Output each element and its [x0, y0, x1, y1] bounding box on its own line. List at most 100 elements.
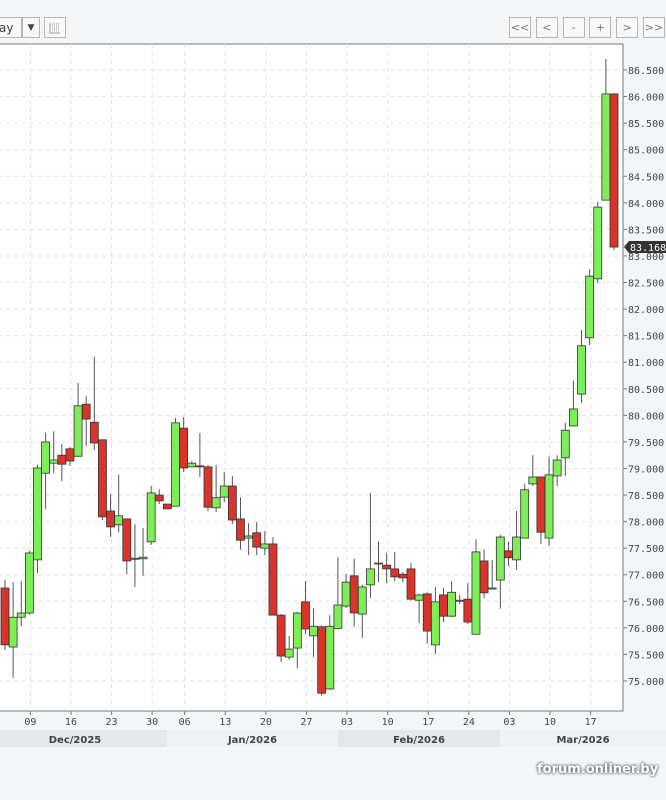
candle	[146, 486, 156, 545]
candle-body	[528, 476, 538, 485]
candle-body	[585, 275, 595, 339]
candle-body	[544, 474, 554, 539]
candle	[577, 329, 586, 404]
candle-body	[569, 408, 578, 427]
candle-body	[122, 518, 132, 562]
candle	[8, 582, 18, 678]
candle-body	[552, 459, 562, 477]
last-price-label: 83.168	[630, 243, 666, 254]
candle	[284, 635, 294, 660]
candle-body	[301, 601, 310, 630]
candle	[544, 456, 554, 547]
candle	[154, 489, 164, 505]
candle-body	[171, 422, 180, 507]
y-tick-label: 86.000	[628, 93, 664, 104]
y-tick-label: 83.000	[628, 252, 664, 263]
candle	[471, 539, 481, 635]
candle-body	[24, 552, 34, 614]
y-tick-label: 78.000	[628, 518, 664, 529]
candle	[171, 418, 180, 507]
zoom-in-button[interactable]: +	[589, 17, 612, 38]
candle	[430, 586, 440, 654]
candle-body	[276, 614, 286, 657]
candle-body	[292, 612, 302, 649]
candle	[0, 580, 10, 651]
candle-body	[447, 591, 457, 617]
x-tick-label: 10	[544, 717, 556, 728]
x-tick-label: 06	[179, 717, 191, 728]
period-select[interactable]: ay	[0, 17, 22, 38]
prev-button[interactable]: <	[535, 17, 558, 38]
candle	[252, 522, 262, 556]
candle-body	[609, 93, 619, 248]
y-tick-label: 85.000	[628, 146, 664, 157]
x-tick-label: 23	[106, 717, 118, 728]
candle	[333, 557, 343, 630]
candle-body	[57, 454, 67, 465]
candle-body	[577, 345, 586, 395]
y-tick-label: 76.000	[628, 624, 664, 635]
list-grid-icon[interactable]	[44, 17, 66, 38]
candle-body	[317, 626, 327, 694]
candle-body	[512, 536, 521, 561]
last-button[interactable]: >>	[643, 17, 665, 38]
chevron-down-icon[interactable]: ▼	[22, 17, 40, 38]
candle-body	[81, 403, 91, 420]
month-label: Feb/2026	[393, 735, 445, 746]
candle	[487, 559, 497, 590]
candle-body	[106, 510, 115, 528]
candle-body	[8, 616, 18, 648]
candle-body	[98, 439, 107, 518]
candle-body	[0, 587, 10, 646]
y-tick-label: 81.000	[628, 358, 664, 369]
candlestick-chart[interactable]: 75.000 75.500 76.000 76.500 77.000 77.500 78.0…	[0, 0, 666, 760]
candle	[560, 422, 570, 476]
candle	[520, 483, 530, 539]
candle-body	[398, 573, 408, 579]
watermark: forum.onliner.by	[537, 762, 659, 777]
y-tick-label: 84.500	[628, 172, 664, 183]
candle-body	[520, 489, 530, 539]
y-tick-label: 78.500	[628, 491, 664, 502]
zoom-out-button[interactable]: -	[562, 17, 585, 38]
candle-body	[130, 557, 140, 560]
candle	[187, 461, 197, 468]
month-label: Mar/2026	[556, 735, 609, 746]
candle-body	[357, 586, 367, 615]
y-tick-label: 82.000	[628, 305, 664, 316]
candle	[33, 464, 42, 574]
next-button[interactable]: >	[616, 17, 639, 38]
candle-body	[195, 465, 205, 468]
candle	[203, 465, 213, 511]
candle-body	[227, 485, 237, 521]
first-button[interactable]: <<	[509, 17, 531, 38]
month-label: Jan/2026	[227, 735, 277, 746]
candle-body	[211, 497, 221, 509]
month-band	[500, 730, 666, 747]
candle	[89, 356, 99, 450]
candle	[552, 455, 562, 487]
candle	[195, 432, 205, 477]
candle-body	[284, 648, 294, 658]
x-tick-label: 09	[24, 717, 36, 728]
x-tick-label: 24	[463, 717, 475, 728]
y-tick-label: 85.500	[628, 119, 664, 130]
x-tick-label: 13	[219, 717, 231, 728]
candle	[16, 581, 26, 627]
candle	[569, 380, 578, 427]
candle-body	[252, 532, 262, 548]
month-band	[0, 730, 167, 747]
candle	[122, 518, 132, 575]
candle-body	[390, 568, 400, 578]
candle-body	[309, 625, 318, 637]
candle	[317, 625, 327, 696]
y-tick-label: 84.000	[628, 199, 664, 210]
y-tick-label: 79.500	[628, 438, 664, 449]
candle-body	[260, 543, 270, 549]
candle-body	[455, 599, 465, 602]
candle	[447, 581, 457, 618]
candle-body	[325, 625, 335, 690]
candle	[227, 475, 237, 525]
y-tick-label: 82.500	[628, 279, 664, 290]
candle	[479, 549, 489, 599]
